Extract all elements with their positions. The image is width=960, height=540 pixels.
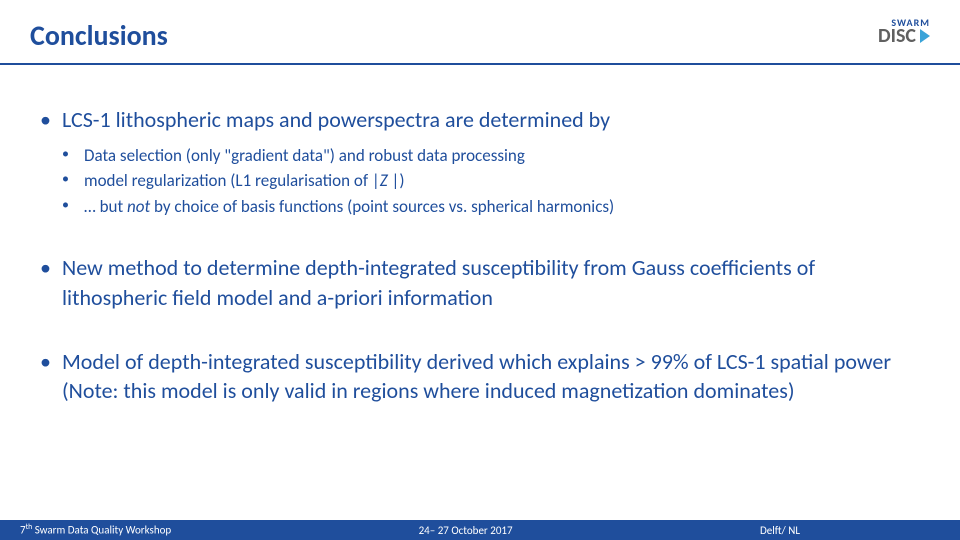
- main-list: LCS-1 lithospheric maps and powerspectra…: [40, 105, 920, 406]
- footer-right: Delft/ NL: [760, 524, 940, 537]
- content: LCS-1 lithospheric maps and powerspectra…: [0, 65, 960, 406]
- logo: SWARM DISC: [878, 18, 930, 46]
- bullet-1: LCS-1 lithospheric maps and powerspectra…: [40, 105, 920, 219]
- footer: 7th Swarm Data Quality Workshop 24– 27 O…: [0, 520, 960, 540]
- sub-list: Data selection (only "gradient data") an…: [62, 143, 920, 220]
- sub-text-pre: model regularization (L1 regularisation …: [84, 170, 380, 191]
- logo-disc-text: DISC: [878, 26, 916, 46]
- sub-text-italic: Z: [380, 170, 388, 191]
- bullet-3-note: (Note: this model is only valid in regio…: [62, 377, 795, 404]
- footer-left: 7th Swarm Data Quality Workshop: [20, 523, 171, 537]
- header: Conclusions SWARM DISC: [0, 0, 960, 65]
- sub-item: … but not by choice of basis functions (…: [62, 194, 920, 220]
- logo-disc: DISC: [878, 26, 930, 46]
- play-icon: [920, 29, 930, 43]
- sub-item: model regularization (L1 regularisation …: [62, 168, 920, 194]
- sub-text: Data selection (only "gradient data") an…: [84, 145, 525, 166]
- sub-text-pre: … but: [84, 196, 127, 217]
- sub-item: Data selection (only "gradient data") an…: [62, 143, 920, 169]
- bullet-2-text: New method to determine depth-integrated…: [62, 254, 815, 311]
- sub-text-post: by choice of basis functions (point sour…: [154, 196, 614, 217]
- bullet-2: New method to determine depth-integrated…: [40, 253, 920, 312]
- bullet-1-text: LCS-1 lithospheric maps and powerspectra…: [62, 106, 610, 133]
- bullet-3-text: Model of depth-integrated susceptibility…: [62, 348, 891, 375]
- bullet-3: Model of depth-integrated susceptibility…: [40, 347, 920, 406]
- sub-text-post: |): [388, 170, 405, 191]
- sub-text-italic: not: [127, 196, 154, 217]
- page-title: Conclusions: [30, 18, 168, 53]
- footer-center: 24– 27 October 2017: [171, 524, 760, 537]
- footer-left-post: Swarm Data Quality Workshop: [32, 524, 171, 537]
